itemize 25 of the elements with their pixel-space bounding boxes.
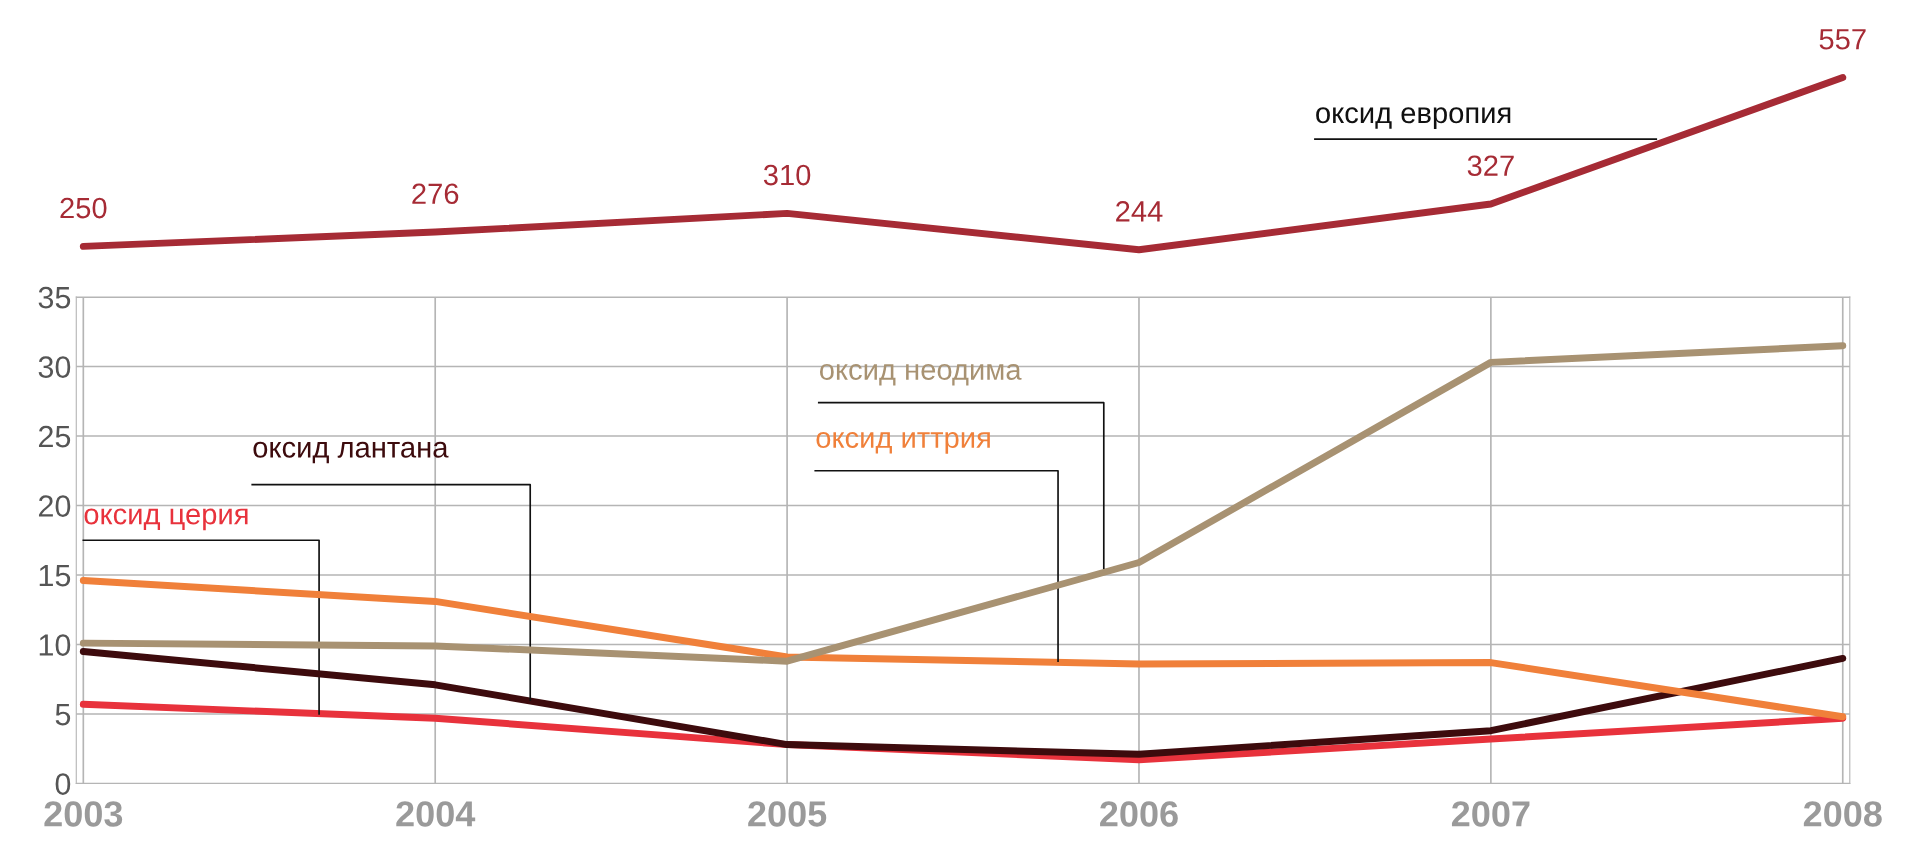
text: оксид иттрия [816, 432, 990, 454]
text: оксид неодима [819, 363, 1022, 386]
y-tick-label: 15 [39, 565, 71, 587]
y-tick-label: 0 [55, 773, 71, 795]
data-label: 557 [1819, 29, 1866, 50]
data-label: 250 [60, 197, 107, 219]
text: оксид церия [84, 508, 248, 531]
y-tick-label: 20 [38, 495, 71, 517]
y-tick-label: 30 [38, 356, 71, 378]
text: оксид лантана [253, 441, 449, 464]
data-label: 327 [1467, 155, 1514, 177]
y-tick-label: 5 [55, 704, 71, 726]
data-label: 244 [1116, 201, 1163, 222]
x-tick-label: 2007 [1451, 801, 1530, 827]
x-tick-label: 2008 [1803, 801, 1882, 827]
y-tick-label: 25 [38, 425, 71, 448]
data-label: 310 [763, 164, 811, 186]
text: оксид европия [1316, 107, 1511, 130]
y-tick-label: 35 [38, 286, 71, 309]
x-tick-label: 2005 [748, 801, 827, 827]
x-tick-label: 2003 [44, 801, 123, 827]
x-tick-label: 2004 [396, 801, 476, 827]
x-tick-label: 2006 [1100, 801, 1178, 827]
data-label: 276 [412, 183, 459, 205]
y-tick-label: 10 [39, 634, 71, 656]
